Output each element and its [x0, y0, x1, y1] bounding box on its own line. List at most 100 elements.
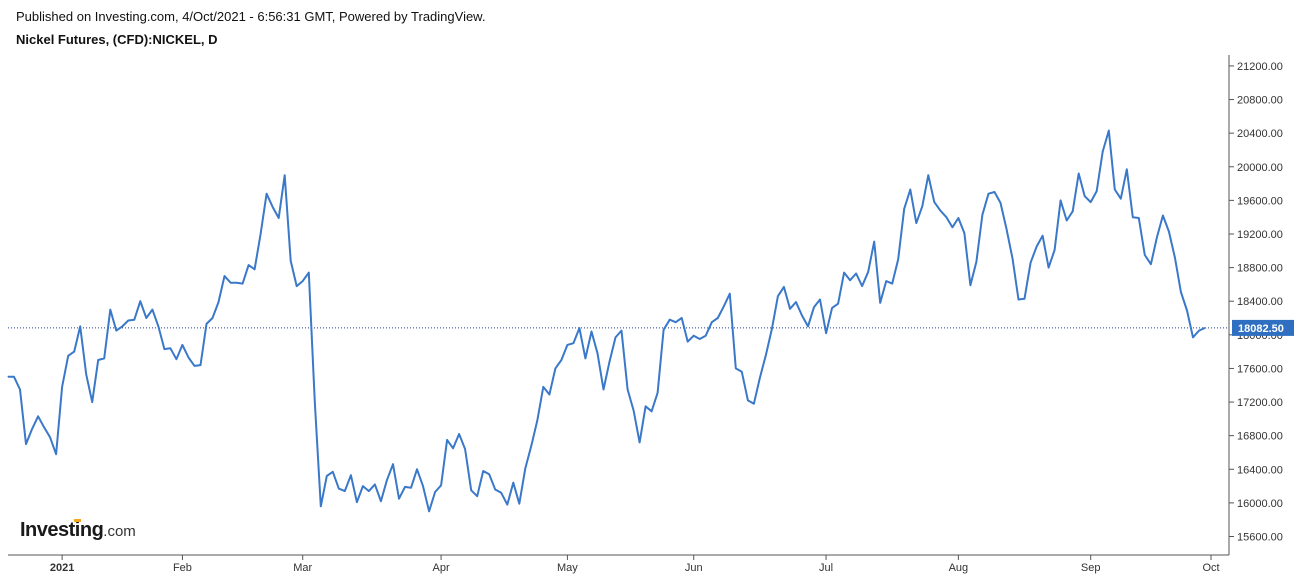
y-tick-label: 17600.00	[1237, 363, 1283, 375]
price-point	[284, 174, 286, 176]
x-tick-label: Jun	[685, 562, 703, 574]
y-tick-label: 16000.00	[1237, 498, 1283, 510]
y-tick-label: 20000.00	[1237, 162, 1283, 174]
investing-logo: Investing.com	[20, 519, 136, 542]
price-point	[627, 388, 629, 391]
price-point	[620, 330, 623, 332]
price-point	[789, 308, 791, 310]
price-point	[765, 354, 767, 356]
price-point	[681, 317, 683, 319]
price-point	[1144, 254, 1146, 256]
price-point	[1036, 246, 1038, 248]
price-point	[548, 393, 551, 396]
y-tick-label: 20800.00	[1237, 95, 1283, 107]
price-point	[783, 286, 785, 288]
price-point	[651, 410, 653, 412]
price-point	[885, 280, 887, 282]
price-point	[897, 258, 899, 260]
price-point	[500, 492, 502, 494]
price-point	[452, 447, 454, 449]
price-point	[368, 490, 370, 492]
price-point	[380, 500, 382, 502]
price-point	[55, 453, 57, 455]
price-point	[25, 443, 27, 445]
y-tick-label: 19200.00	[1237, 229, 1283, 241]
price-point	[1198, 330, 1200, 332]
price-point	[1162, 214, 1164, 217]
price-point	[242, 283, 244, 285]
y-tick-label: 18400.00	[1237, 296, 1283, 308]
price-point	[314, 401, 316, 403]
price-point	[482, 470, 484, 472]
price-point	[951, 226, 954, 228]
symbol-title: Nickel Futures, (CFD):NICKEL, D	[16, 32, 218, 47]
price-point	[73, 351, 75, 353]
price-point	[1011, 257, 1014, 259]
price-point	[67, 355, 69, 357]
price-point	[633, 409, 635, 412]
price-point	[639, 441, 641, 443]
price-point	[596, 352, 599, 354]
price-point	[1005, 228, 1008, 230]
price-point	[320, 505, 322, 507]
x-tick-label: Mar	[293, 562, 312, 574]
logo-accent	[74, 519, 81, 522]
price-point	[903, 208, 905, 210]
price-point	[121, 325, 123, 327]
price-point	[1192, 336, 1194, 338]
price-point	[855, 272, 857, 275]
price-point	[157, 325, 159, 327]
price-point	[915, 222, 917, 224]
price-point	[139, 300, 141, 302]
price-point	[512, 482, 514, 484]
x-tick-label: Aug	[949, 562, 969, 574]
price-point	[19, 388, 21, 391]
price-point	[729, 293, 731, 295]
price-point	[115, 330, 117, 332]
x-tick-label: Feb	[173, 562, 192, 574]
price-point	[663, 329, 665, 331]
price-point	[819, 298, 821, 301]
price-point	[518, 503, 520, 505]
last-price-label: 18082.50	[1238, 323, 1284, 335]
price-point	[1186, 309, 1188, 312]
price-point	[434, 491, 436, 493]
price-point	[999, 202, 1002, 204]
price-point	[392, 463, 394, 465]
price-point	[813, 306, 815, 308]
price-point	[572, 342, 575, 344]
price-point	[278, 217, 280, 219]
price-point	[458, 433, 460, 435]
price-point	[705, 335, 707, 337]
price-point	[1066, 219, 1068, 222]
price-point	[254, 268, 256, 270]
price-point	[85, 373, 87, 375]
price-point	[741, 371, 743, 373]
price-point	[987, 193, 990, 195]
price-point	[777, 295, 779, 297]
y-tick-label: 20400.00	[1237, 128, 1283, 140]
price-point	[939, 209, 941, 212]
price-point	[530, 445, 532, 447]
price-point	[1042, 235, 1044, 237]
price-point	[807, 325, 809, 327]
price-point	[1204, 327, 1206, 329]
price-point	[230, 282, 232, 284]
y-tick-label: 18800.00	[1237, 263, 1283, 275]
price-point	[362, 485, 364, 487]
price-point	[1156, 236, 1158, 238]
price-point	[602, 388, 605, 391]
price-point	[302, 280, 304, 282]
price-point	[211, 317, 214, 319]
price-point	[891, 283, 893, 285]
price-point	[49, 436, 51, 438]
price-point	[326, 475, 328, 477]
price-point	[963, 232, 966, 234]
price-point	[488, 473, 490, 475]
price-point	[1030, 262, 1032, 264]
price-point	[560, 359, 563, 361]
price-point	[759, 377, 761, 379]
price-point	[97, 359, 99, 361]
price-point	[127, 319, 129, 322]
